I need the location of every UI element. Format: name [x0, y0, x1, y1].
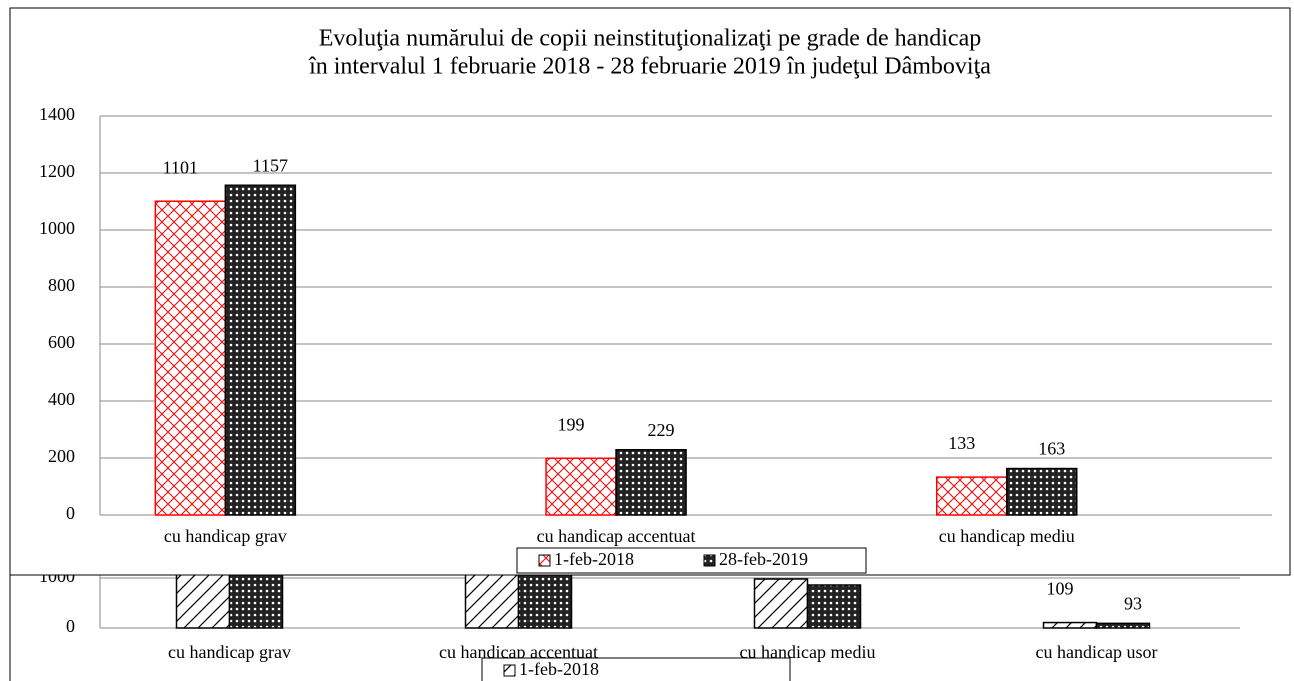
bar [936, 476, 1008, 516]
y-tick-label: 0 [66, 503, 75, 523]
legend-label: 1-feb-2018 [554, 549, 634, 569]
legend-box [481, 657, 791, 681]
data-label: 93 [1124, 593, 1142, 613]
y-tick-label: 0 [66, 616, 75, 636]
y-tick-label: 400 [48, 389, 75, 409]
legend-label: 1-feb-2018 [519, 659, 599, 679]
x-tick-label: cu handicap mediu [740, 642, 876, 662]
data-label: 1157 [253, 155, 288, 175]
bar [1095, 622, 1151, 629]
upper-chart: Evoluţia numărului de copii neinstituţio… [9, 7, 1291, 576]
y-tick-label: 600 [48, 332, 75, 352]
chart-title: Evoluţia numărului de copii neinstituţio… [319, 26, 981, 52]
bar [228, 569, 284, 629]
y-tick-label: 1400 [39, 104, 75, 124]
x-tick-label: cu handicap grav [164, 526, 287, 546]
bar [175, 567, 231, 629]
bar [1042, 621, 1098, 629]
bar [154, 200, 227, 516]
data-label: 133 [948, 433, 975, 453]
bar [517, 564, 573, 629]
x-tick-label: cu handicap mediu [939, 526, 1075, 546]
legend-swatch [503, 664, 516, 677]
legend-swatch [538, 554, 551, 567]
x-tick-label: cu handicap accentuat [537, 526, 696, 546]
y-tick-label: 800 [48, 275, 75, 295]
x-tick-label: cu handicap accentuat [439, 642, 598, 662]
bar [806, 584, 862, 629]
bar [224, 184, 297, 516]
x-tick-label: cu handicap grav [168, 642, 291, 662]
bar [753, 578, 809, 629]
chart-title: în intervalul 1 februarie 2018 - 28 febr… [308, 54, 991, 80]
data-label: 163 [1038, 439, 1065, 459]
legend-box [516, 547, 867, 574]
data-label: 1101 [163, 157, 198, 177]
x-tick-label: cu handicap usor [1036, 642, 1158, 662]
bar [545, 457, 617, 516]
data-label: 229 [648, 420, 675, 440]
bar [615, 448, 687, 516]
data-label: 109 [1047, 579, 1074, 599]
y-tick-label: 1000 [39, 218, 75, 238]
bar [1006, 467, 1078, 516]
legend-label: 28-feb-2019 [719, 549, 808, 569]
y-tick-label: 1200 [39, 161, 75, 181]
y-tick-label: 200 [48, 446, 75, 466]
data-label: 199 [558, 414, 585, 434]
legend-swatch [703, 554, 716, 567]
